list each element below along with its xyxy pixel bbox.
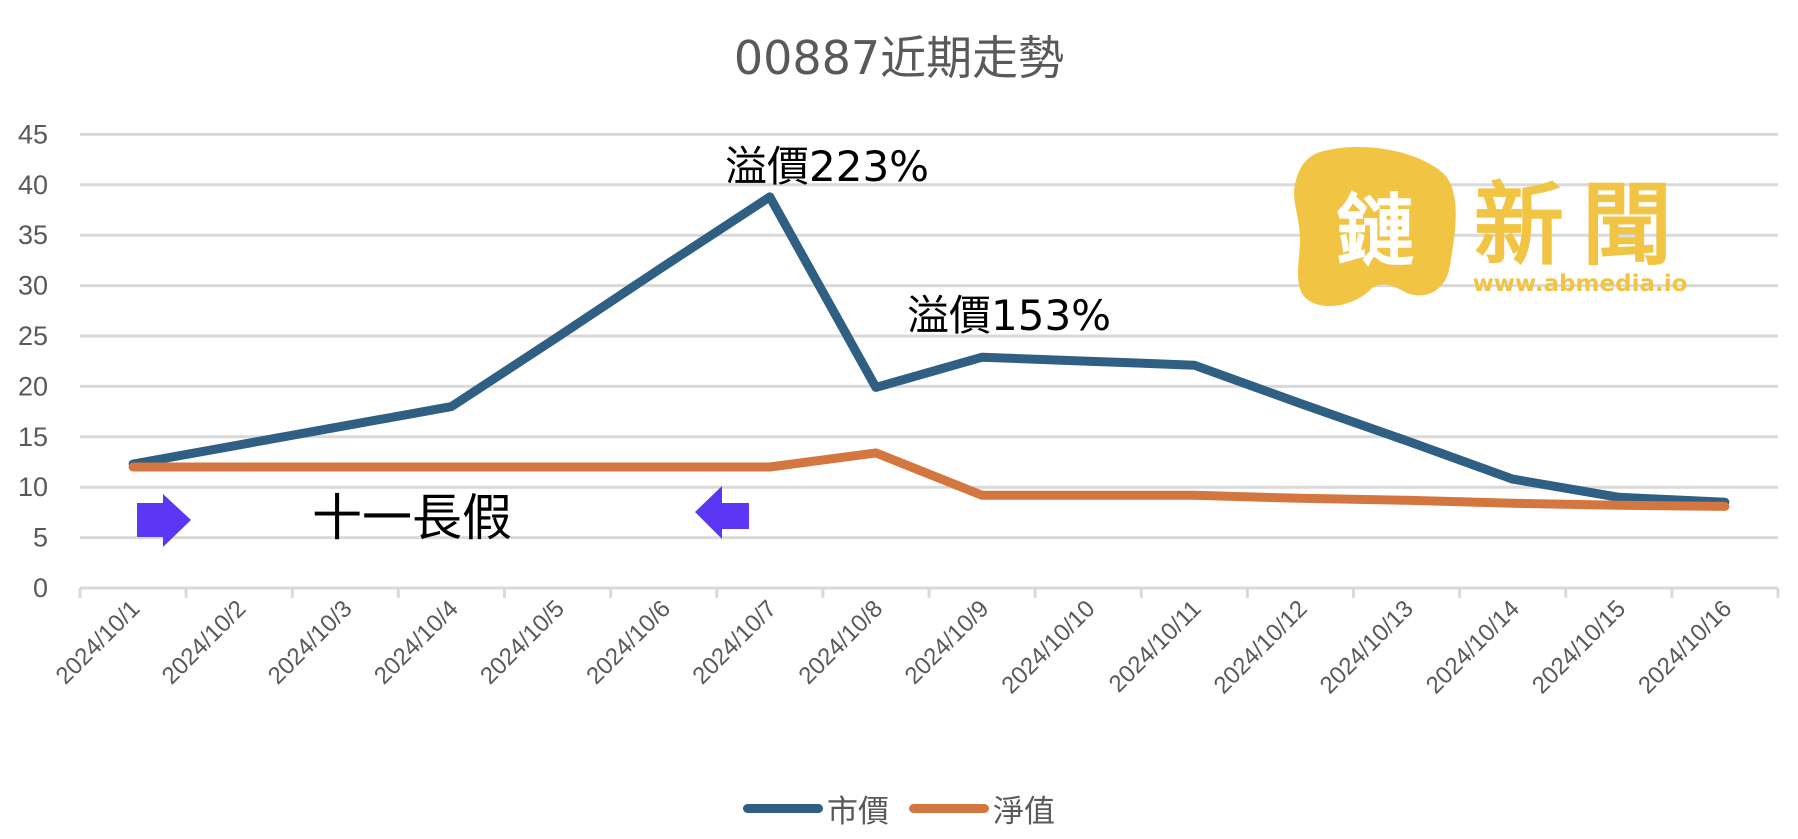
arrow-left-icon [695,486,749,539]
legend: 市價 淨值 [0,786,1798,831]
y-tick-label: 5 [33,523,48,553]
x-tick-label: 2024/10/2 [157,595,252,690]
x-tick-label: 2024/10/15 [1527,595,1631,699]
y-tick-label: 45 [18,119,48,149]
x-tick-label: 2024/10/4 [369,595,464,690]
y-tick-label: 15 [18,422,48,452]
y-tick-label: 30 [18,271,48,301]
y-tick-label: 35 [18,220,48,250]
legend-label: 淨值 [993,794,1055,830]
legend-swatch-market-price [743,804,823,813]
x-tick-label: 2024/10/16 [1633,595,1737,699]
y-tick-label: 25 [18,321,48,351]
x-tick-label: 2024/10/13 [1315,595,1419,699]
series-lines [128,192,1730,511]
x-tick-label: 2024/10/10 [996,595,1100,699]
x-tick-label: 2024/10/11 [1104,595,1207,698]
x-tick-label: 2024/10/1 [51,595,146,690]
legend-item-market-price: 市價 [743,786,889,831]
logo-brand-text: 新聞 [1474,173,1690,278]
legend-item-nav: 淨值 [909,786,1055,831]
x-axis: 2024/10/1 2024/10/2 2024/10/3 2024/10/4 2024… [51,586,1780,699]
logo-glyph: 鏈 [1336,187,1414,277]
x-tick-label: 2024/10/3 [263,595,358,690]
y-tick-label: 10 [18,472,48,502]
logo-blob-icon [1294,146,1456,307]
x-tick-label: 2024/10/7 [687,595,782,690]
y-tick-label: 20 [18,371,48,401]
series-line-market-price [128,192,1730,507]
x-tick-label: 2024/10/5 [475,595,570,690]
y-tick-label: 40 [18,170,48,200]
second-premium-label: 溢價153% [907,291,1111,340]
x-tick-label: 2024/10/12 [1209,595,1313,699]
series-line-nav [128,448,1730,511]
y-tick-label: 0 [33,573,48,603]
peak-premium-label: 溢價223% [725,142,929,191]
arrow-right-icon [137,494,191,547]
holiday-label: 十一長假 [312,489,512,547]
chart-title: 00887近期走勢 [733,31,1065,85]
x-tick-label: 2024/10/6 [581,595,676,690]
x-tick-label: 2024/10/14 [1421,595,1525,699]
legend-swatch-nav [909,804,989,813]
legend-label: 市價 [827,794,889,830]
abmedia-logo: 鏈 新聞 www.abmedia.io [1294,146,1690,307]
x-tick-label: 2024/10/8 [794,595,889,690]
gridlines [80,132,1778,540]
y-axis: 0 5 10 15 20 25 30 35 40 45 [18,119,48,603]
logo-url: www.abmedia.io [1473,271,1688,297]
x-tick-label: 2024/10/9 [900,595,995,690]
